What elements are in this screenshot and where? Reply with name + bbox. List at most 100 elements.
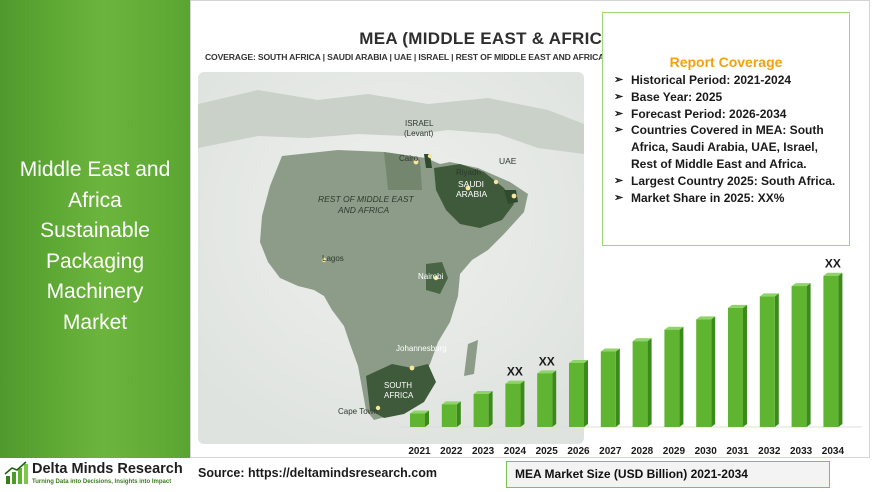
report-item: ➢ Historical Period: 2021-2024 [614,73,792,87]
bar-side-2029 [679,326,684,427]
lagos-marker [321,257,327,263]
market-title: Middle East and Africa Sustainable Packa… [19,158,171,334]
map-coverage: COVERAGE: SOUTH AFRICA | SAUDI ARABIA | … [205,52,605,62]
x-tick-label-2032: 2032 [758,446,781,457]
bar-2033 [791,286,807,427]
bar-top-2023 [473,391,493,394]
bar-top-2028 [632,338,652,342]
cape-town-marker [375,405,381,411]
logo-tagline: Turning Data into Decisions, Insights in… [32,479,172,485]
report-item: ➢ Forecast Period: 2026-2034 [614,106,787,121]
x-tick-label-2021: 2021 [408,446,431,457]
saudi-arabia-shape [434,164,514,228]
logo-title: Delta Minds Research [32,461,183,477]
bar-top-2033 [791,283,811,287]
arrow-bullet-icon: ➢ [614,124,624,137]
bar-2022 [441,404,457,427]
arrow-bullet-icon: ➢ [614,174,624,187]
arrow-bullet-icon: ➢ [614,90,624,103]
map-label-johannesburg: Johannesburg [396,344,447,353]
bar-side-2028 [647,338,652,427]
map-label-uae: UAE [499,156,517,166]
x-tick-label-2033: 2033 [790,446,813,457]
report-coverage-box: Report Coverage ➢ Historical Period: 2021… [602,12,850,246]
bar-2029 [664,329,680,427]
nairobi-marker [433,275,439,281]
map-label-rest-1: REST OF MIDDLE EAST [318,194,415,204]
bar-side-2026 [584,360,588,427]
uae-shape [504,190,518,204]
report-item: ➢ Countries Covered in MEA: South Africa,… [614,123,824,171]
mea-map: ISRAEL (Levant) Cairo Riyadh UAE SAUDI A… [198,64,586,444]
chart-legend: MEA Market Size (USD Billion) 2021-2034 [506,461,830,488]
map-label-south-2: AFRICA [384,391,414,400]
bar-top-2024 [505,380,525,384]
city-markers [321,153,517,411]
bar-2027 [600,351,616,427]
bar-top-2026 [569,360,588,363]
data-label-2034: XX [825,257,841,271]
map-label-saudi-1: SAUDI [458,179,484,189]
x-tick-label-2027: 2027 [599,446,622,457]
map-label-riyadh: Riyadh [456,168,481,177]
map-label-cape-town: Cape Town [338,407,378,416]
bar-chart-logo-icon [4,461,28,484]
content-frame [190,0,870,458]
south-africa-shape [366,364,436,418]
bar-2032 [759,296,775,427]
bar-top-2022 [441,401,461,405]
bar-2026 [569,363,584,427]
europe-shape [198,90,584,154]
saudi-marker-2 [493,179,499,185]
bar-side-2033 [806,283,811,427]
market-size-chart: 2021 2022 2023 2024 XX 2025 XX 2026 2027 2028 2029… [398,250,864,460]
map-label-rest-2: AND AFRICA [337,205,389,215]
arrow-bullet-icon: ➢ [614,191,624,204]
x-tick-label-2028: 2028 [631,446,654,457]
bar-side-2021 [425,410,429,427]
x-tick-label-2025: 2025 [536,446,559,457]
bar-side-2031 [743,304,747,427]
report-item: ➢ Largest Country 2025: South Africa. [614,173,836,188]
bar-2030 [696,319,712,427]
bar-side-2030 [711,316,716,427]
report-list: ➢ Historical Period: 2021-2024 ➢ Base Year… [611,72,847,206]
map-label-lagos: Lagos [322,254,344,263]
bar-2025 [537,373,553,427]
bar-2024 [505,383,521,427]
x-tick-label-2026: 2026 [567,446,590,457]
bar-side-2034 [838,272,843,427]
riyadh-marker [465,185,471,191]
report-item: ➢ Base Year: 2025 [614,89,723,104]
report-heading: Report Coverage [669,54,783,70]
johannesburg-marker [409,365,415,371]
map-label-south-1: SOUTH [384,381,412,390]
bar-top-2034 [823,272,843,276]
source-link[interactable]: Source: https://deltamindsresearch.com [198,466,437,480]
arrow-bullet-icon: ➢ [614,74,624,86]
market-size-chart-svg: 2021 2022 2023 2024 XX 2025 XX 2026 2027 2028 2029… [400,257,862,457]
x-tick-label-2034: 2034 [822,446,845,457]
bar-top-2021 [410,410,429,414]
bar-2034 [823,275,839,427]
bar-top-2031 [728,304,747,308]
uae-marker [511,193,517,199]
bar-top-2029 [664,326,684,330]
arrow-bullet-icon: ➢ [614,107,624,120]
map-label-saudi-2: ARABIA [456,189,488,199]
madagascar-shape [464,340,478,376]
data-label-2025: XX [539,354,555,368]
bar-2031 [728,307,743,427]
report-item: ➢ Market Share in 2025: XX% [614,190,785,205]
chart-legend-label: MEA Market Size (USD Billion) 2021-2034 [515,467,748,481]
bar-side-2022 [456,401,461,427]
mea-map-svg: ISRAEL (Levant) Cairo Riyadh UAE SAUDI A… [198,72,584,444]
left-title-panel: Middle East and Africa Sustainable Packa… [0,0,190,458]
bar-2028 [632,341,648,427]
cairo-marker [413,159,419,165]
map-label-nairobi: Nairobi [418,272,444,281]
x-tick-label-2022: 2022 [440,446,463,457]
x-tick-label-2029: 2029 [663,446,686,457]
bar-top-2025 [537,370,557,374]
data-label-2024: XX [507,365,523,379]
